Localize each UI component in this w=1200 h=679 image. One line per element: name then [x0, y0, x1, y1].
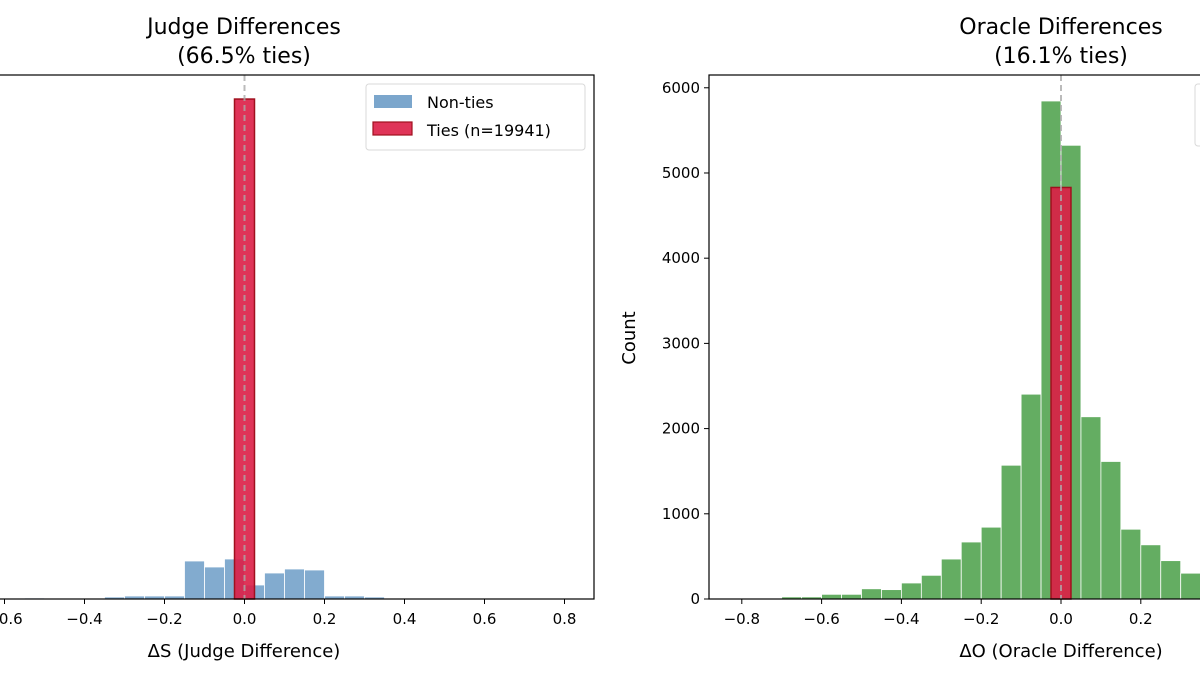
judge-title: Judge Differences: [145, 15, 341, 40]
judge-x-tick-label: 0.4: [393, 610, 417, 628]
oracle-non-ties-bar: [961, 542, 981, 599]
legend-swatch-non-ties: [374, 95, 412, 108]
oracle-x-tick-label: −0.4: [883, 610, 919, 628]
oracle-x-tick-label: −0.6: [803, 610, 839, 628]
oracle-y-axis-label: Count: [619, 311, 640, 364]
oracle-x-tick-label: 0.0: [1049, 610, 1073, 628]
oracle-non-ties-bar: [862, 589, 882, 599]
judge-x-tick-label: 0.8: [553, 610, 577, 628]
oracle-non-ties-bar: [822, 594, 842, 599]
oracle-non-ties-bar: [981, 527, 1001, 599]
oracle-non-ties-bar: [1181, 573, 1200, 599]
oracle-x-tick-label: −0.8: [724, 610, 760, 628]
legend-label-ties: Ties (n=19941): [426, 121, 551, 140]
oracle-y-tick-label: 6000: [662, 79, 700, 97]
oracle-x-tick-label: −0.2: [963, 610, 999, 628]
oracle-x-tick-label: 0.2: [1129, 610, 1153, 628]
legend-label-non-ties: Non-ties: [427, 93, 494, 112]
judge-x-tick-label: −0.2: [146, 610, 182, 628]
oracle-non-ties-bar: [941, 559, 961, 599]
oracle-y-tick-label: 4000: [662, 249, 700, 267]
oracle-axes-frame: [709, 75, 1200, 599]
judge-non-ties-bar: [305, 570, 325, 599]
judge-legend: Non-ties Ties (n=19941): [366, 84, 585, 150]
judge-non-ties-bar: [285, 569, 305, 599]
oracle-x-axis-label: ΔO (Oracle Difference): [959, 641, 1162, 662]
oracle-non-ties-bar: [881, 590, 901, 599]
judge-differences-panel: Judge Differences (66.5% ties) ΔS (Judge…: [0, 15, 594, 662]
oracle-non-ties-bar: [1101, 461, 1121, 599]
oracle-y-tick-label: 1000: [662, 505, 700, 523]
judge-non-ties-bar: [205, 567, 225, 599]
judge-x-tick-label: 0.6: [473, 610, 497, 628]
oracle-title: Oracle Differences: [959, 15, 1162, 40]
oracle-y-tick-label: 0: [690, 590, 700, 608]
oracle-non-ties-bar: [842, 594, 862, 599]
oracle-non-ties-bar: [1141, 545, 1161, 599]
judge-non-ties-bar: [185, 561, 205, 599]
judge-non-ties-bar: [265, 573, 285, 599]
oracle-subtitle: (16.1% ties): [994, 44, 1128, 69]
oracle-differences-panel: Oracle Differences (16.1% ties) ΔO (Orac…: [619, 15, 1200, 662]
oracle-non-ties-bar: [1021, 394, 1041, 599]
oracle-non-ties-bar: [1001, 465, 1021, 599]
oracle-y-tick-label: 3000: [662, 334, 700, 352]
judge-x-tick-label: 0.2: [313, 610, 337, 628]
oracle-non-ties-bar: [1161, 561, 1181, 599]
oracle-non-ties-bar: [901, 583, 921, 599]
oracle-y-tick-label: 2000: [662, 420, 700, 438]
judge-x-tick-label: 0.0: [233, 610, 257, 628]
judge-x-tick-label: −0.4: [66, 610, 102, 628]
oracle-non-ties-bar: [921, 575, 941, 599]
oracle-y-tick-label: 5000: [662, 164, 700, 182]
legend-swatch-ties: [373, 122, 412, 135]
judge-x-axis-label: ΔS (Judge Difference): [148, 641, 341, 662]
oracle-legend-frame: [1195, 84, 1200, 146]
judge-axes-frame: [0, 75, 594, 599]
judge-subtitle: (66.5% ties): [177, 44, 311, 69]
oracle-non-ties-bar: [1121, 529, 1141, 599]
judge-x-tick-label: −0.6: [0, 610, 23, 628]
oracle-non-ties-bar: [1081, 417, 1101, 599]
